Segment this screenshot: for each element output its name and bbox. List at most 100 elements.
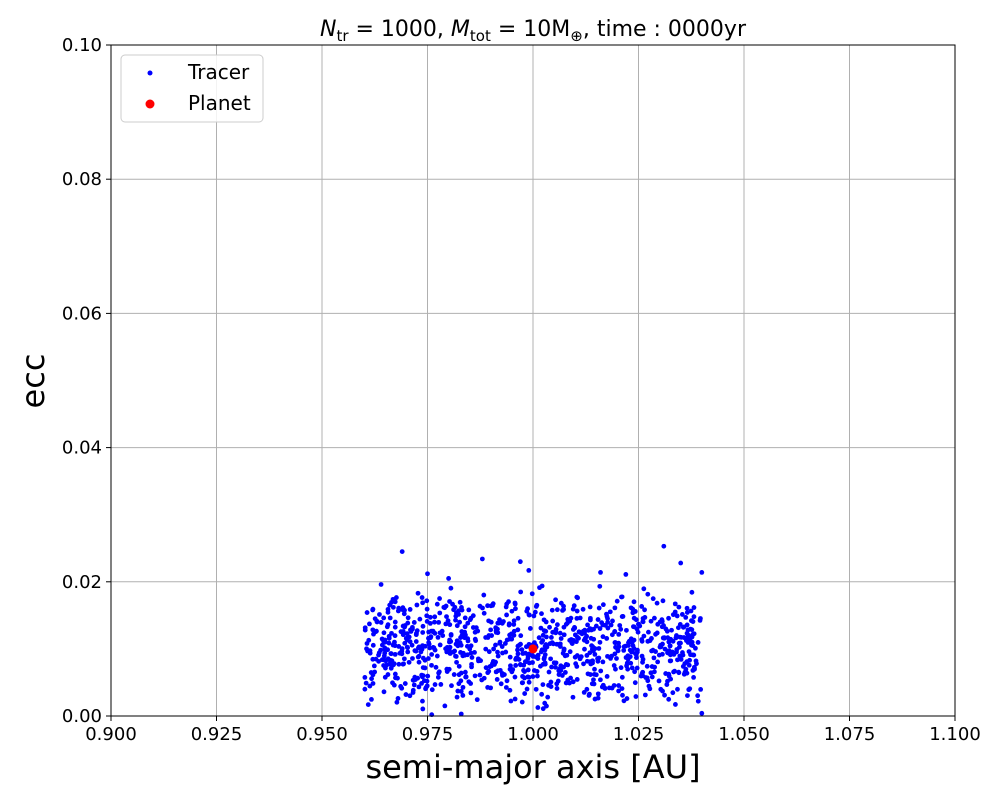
tracer-point [422,643,428,649]
tracer-point [402,681,408,686]
tracer-point [610,618,615,624]
planet-point [528,644,538,654]
y-tick-label: 0.06 [62,303,102,324]
tracer-point [475,656,481,662]
tracer-point [443,646,449,652]
tracer-point [520,680,526,686]
tracer-point [629,665,635,671]
tracer-point [537,585,542,591]
tracer-point [420,630,426,635]
tracer-point [462,615,468,621]
tracer-point [448,632,454,637]
tracer-point [416,645,421,651]
tracer-point [541,617,547,623]
tracer-point [633,694,639,699]
tracer-point [399,646,405,652]
tracer-point [624,663,629,669]
tracer-point [629,640,635,645]
tracer-point [631,624,637,630]
tracer-point [662,692,667,698]
tracer-point [396,661,402,667]
tracer-point [385,656,391,662]
tracer-point [511,618,517,624]
tracer-point [465,652,470,658]
tracer-point [535,705,541,710]
tracer-point [589,681,595,687]
tracer-point [688,608,694,614]
tracer-point [695,640,701,645]
tracer-point [512,600,518,606]
tracer-point [392,624,398,630]
tracer-point [677,653,683,659]
tracer-point [453,617,458,623]
x-tick-label: 1.075 [824,724,876,745]
tracer-point [690,619,696,624]
tracer-point [374,628,379,634]
legend-marker-tracer [147,70,153,76]
tracer-point [597,639,603,645]
tracer-point [548,656,553,662]
tracer-point [465,620,471,626]
tracer-point [381,657,387,663]
tracer-point [674,613,680,619]
tracer-point [379,642,385,648]
tracer-point [677,644,682,650]
tracer-point [565,677,571,683]
tracer-point [416,659,422,665]
tracer-point [663,626,669,632]
tracer-point [400,606,406,612]
tracer-point [609,632,615,638]
tracer-point [584,686,590,692]
tracer-point [698,616,703,621]
tracer-point [420,600,426,606]
tracer-point [367,683,373,689]
tracer-point [639,671,645,677]
tracer-point [575,595,580,601]
tracer-point [662,646,668,652]
tracer-point [604,674,610,679]
tracer-point [691,614,697,620]
tracer-point [538,663,543,669]
tracer-point [550,618,556,624]
tracer-point [549,664,554,670]
tracer-point [429,687,435,693]
tracer-point [497,667,503,673]
tracer-point [689,589,695,595]
tracer-point [420,698,425,704]
tracer-point [365,702,371,707]
tracer-point [468,690,474,696]
tracer-point [410,687,416,693]
tracer-point [466,679,472,685]
tracer-point [399,651,405,657]
tracer-point [506,621,512,627]
tracer-point [670,690,676,696]
tracer-point [522,669,527,674]
tracer-point [423,686,428,692]
tracer-point [569,641,575,647]
tracer-point [624,696,630,701]
tracer-point [616,644,622,650]
tracer-point [437,610,443,616]
tracer-point [378,620,384,625]
tracer-point [668,652,673,658]
tracer-point [390,642,396,648]
tracer-point [656,652,662,658]
tracer-point [524,686,530,692]
tracer-point [623,643,628,649]
title-m-sub2: ⊕ [570,27,583,45]
tracer-point [621,648,627,653]
x-tick-label: 1.025 [613,724,665,745]
tracer-point [628,605,634,611]
tracer-point [666,671,672,677]
tracer-point [454,610,459,616]
tracer-point [645,678,651,684]
tracer-point [674,649,679,655]
tracer-point [542,661,548,667]
tracer-point [452,648,458,654]
tracer-point [551,660,557,666]
tracer-point [501,672,507,677]
tracer-point [481,610,487,616]
tracer-point [592,651,598,657]
tracer-point [582,646,587,652]
tracer-point [533,686,539,692]
